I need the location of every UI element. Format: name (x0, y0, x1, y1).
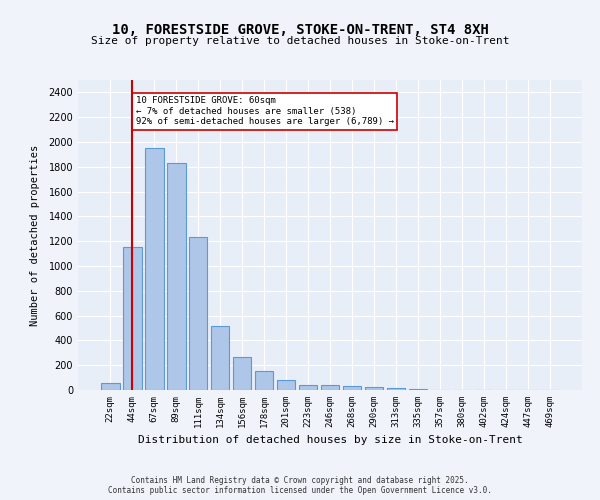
Bar (343, 386, 361, 390)
Bar (123, 248, 142, 390)
Bar (255, 371, 274, 390)
Bar (233, 357, 251, 390)
Bar (386, 388, 405, 390)
Text: Size of property relative to detached houses in Stoke-on-Trent: Size of property relative to detached ho… (91, 36, 509, 46)
Text: Contains HM Land Registry data © Crown copyright and database right 2025.
Contai: Contains HM Land Registry data © Crown c… (108, 476, 492, 495)
Bar (320, 385, 340, 390)
Text: 10, FORESTSIDE GROVE, STOKE-ON-TRENT, ST4 8XH: 10, FORESTSIDE GROVE, STOKE-ON-TRENT, ST… (112, 22, 488, 36)
Bar (211, 326, 229, 390)
Text: 10 FORESTSIDE GROVE: 60sqm
← 7% of detached houses are smaller (538)
92% of semi: 10 FORESTSIDE GROVE: 60sqm ← 7% of detac… (136, 96, 394, 126)
Bar (145, 148, 164, 390)
X-axis label: Distribution of detached houses by size in Stoke-on-Trent: Distribution of detached houses by size … (137, 436, 523, 446)
Bar (101, 383, 119, 390)
Bar (189, 238, 208, 390)
Bar (277, 380, 295, 390)
Bar (299, 385, 317, 390)
Bar (365, 387, 383, 390)
Bar (167, 163, 185, 390)
Y-axis label: Number of detached properties: Number of detached properties (30, 144, 40, 326)
